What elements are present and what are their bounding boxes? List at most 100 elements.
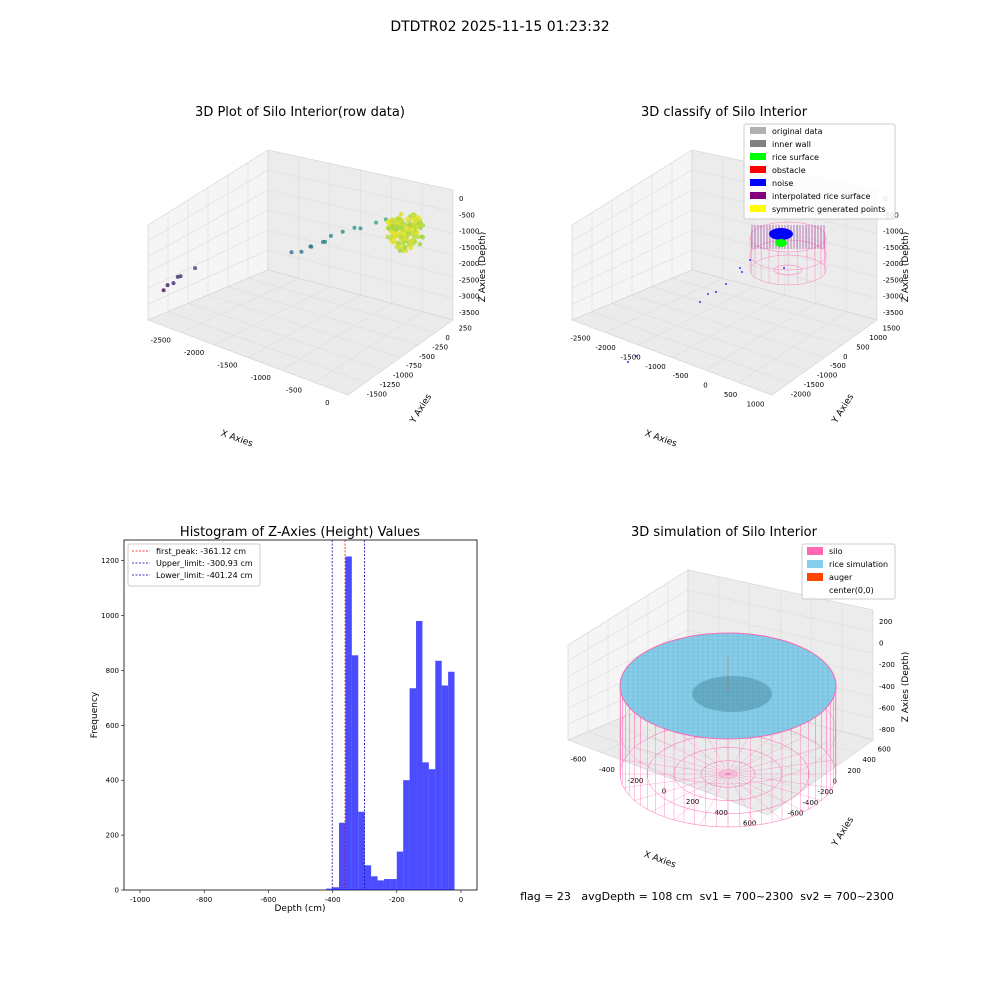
p1-ztick: -500 bbox=[459, 211, 475, 219]
p2-ytick: -2000 bbox=[791, 390, 811, 398]
histogram-legend-label: Lower_limit: -401.24 cm bbox=[156, 571, 253, 580]
p2-xtick: 0 bbox=[703, 382, 707, 390]
p1-ytick: 0 bbox=[445, 334, 449, 342]
p1-grid bbox=[267, 169, 454, 212]
histogram-legend-label: Upper_limit: -300.93 cm bbox=[156, 559, 253, 568]
p1-cluster-point bbox=[410, 232, 416, 237]
p1-cluster-point bbox=[398, 211, 404, 217]
simulation-legend-swatch bbox=[807, 573, 823, 581]
histogram-bar bbox=[326, 888, 333, 890]
p1-point bbox=[374, 220, 379, 225]
classify-legend-label: obstacle bbox=[772, 166, 806, 175]
histogram-xlabel: Depth (cm) bbox=[274, 904, 325, 914]
silo-floor-ring bbox=[719, 769, 737, 779]
p1-cluster-point bbox=[396, 244, 402, 249]
p4-ylabel: Y Axies bbox=[830, 815, 856, 849]
figure-title: DTDTR02 2025-11-15 01:23:32 bbox=[390, 19, 609, 35]
p1-cluster-point bbox=[401, 240, 406, 246]
classify-legend-label: noise bbox=[772, 179, 793, 188]
p1-cluster-point bbox=[401, 231, 407, 237]
p4-xtick: -600 bbox=[570, 755, 586, 763]
p1-cluster-point bbox=[414, 230, 420, 235]
histogram-xtick-label: 0 bbox=[459, 896, 463, 904]
p4-zlabel: Z Axies (Depth) bbox=[901, 652, 911, 723]
p4-xtick: 0 bbox=[662, 788, 666, 796]
p2-xtick: 500 bbox=[724, 391, 737, 399]
simulation-legend-label: center(0,0) bbox=[829, 586, 874, 595]
p1-xtick: -1500 bbox=[217, 361, 237, 369]
histogram-xtick-label: -800 bbox=[196, 896, 212, 904]
p2-xtick: -500 bbox=[673, 372, 689, 380]
panel-classify: 3D classify of Silo Interior -2500-2000-… bbox=[570, 105, 911, 450]
panel-simulation: 3D simulation of Silo Interior -600 -400 -… bbox=[567, 525, 911, 871]
p2-noise-point bbox=[783, 267, 785, 269]
rice-depression bbox=[692, 676, 772, 712]
p1-ztick: 0 bbox=[459, 195, 463, 203]
p1-cluster-point bbox=[409, 238, 414, 244]
histogram-legend: first_peak: -361.12 cm Upper_limit: -300.… bbox=[127, 543, 261, 587]
p1-ytick: -250 bbox=[432, 343, 448, 351]
p1-ytick: -500 bbox=[419, 353, 435, 361]
p1-cluster-point bbox=[405, 234, 410, 239]
p1-point bbox=[309, 244, 314, 249]
p4-ztick: -600 bbox=[879, 705, 895, 713]
p1-ytick: -1250 bbox=[380, 381, 400, 389]
p1-point bbox=[161, 288, 166, 293]
histogram-bar bbox=[345, 556, 352, 890]
p1-cluster-point bbox=[399, 225, 405, 231]
p1-cluster-point bbox=[407, 222, 413, 227]
p4-xtick: -200 bbox=[627, 777, 643, 785]
silo-floor-ring bbox=[673, 747, 783, 801]
histogram-bar bbox=[416, 620, 423, 890]
histogram-bar bbox=[435, 660, 442, 890]
p4-grid bbox=[734, 731, 843, 803]
classify-legend-label: original data bbox=[772, 127, 823, 136]
panel-raw-data: 3D Plot of Silo Interior(row data) -2500… bbox=[147, 105, 488, 450]
histogram-bar bbox=[422, 762, 429, 890]
p1-ztick: -3000 bbox=[459, 293, 479, 301]
p2-floor-ring bbox=[773, 264, 803, 276]
histogram-bar bbox=[383, 879, 391, 890]
p4-ztick: -400 bbox=[879, 683, 895, 691]
p2-ztick: -1000 bbox=[883, 228, 903, 236]
p2-xlabel: X Axies bbox=[643, 429, 678, 450]
histogram-bar bbox=[441, 685, 449, 890]
p4-ytick: 600 bbox=[878, 745, 891, 753]
p1-ztick: -2500 bbox=[459, 276, 479, 284]
p1-cluster-point bbox=[389, 229, 394, 235]
p4-xtick: 400 bbox=[714, 809, 727, 817]
p1-ytick: -1500 bbox=[367, 390, 387, 398]
p2-noise-point bbox=[739, 267, 741, 269]
histogram-bar bbox=[371, 876, 378, 890]
p2-grid bbox=[738, 311, 847, 383]
histogram-ytick-label: 1200 bbox=[101, 557, 119, 565]
histogram-legend-label: first_peak: -361.12 cm bbox=[156, 547, 246, 556]
histogram-ylabel: Frequency bbox=[90, 691, 100, 738]
p1-grid bbox=[314, 311, 423, 383]
p1-zlabel: Z Axies (Depth) bbox=[478, 232, 488, 303]
histogram-ytick-label: 400 bbox=[106, 777, 119, 785]
p1-ztick: -3500 bbox=[459, 309, 479, 317]
p2-ytick: 500 bbox=[856, 343, 869, 351]
histogram-title: Histogram of Z-Axies (Height) Values bbox=[180, 525, 420, 540]
p1-cluster-point bbox=[393, 227, 399, 232]
p2-ztick: -2500 bbox=[883, 276, 903, 284]
p1-cluster-point bbox=[412, 220, 417, 226]
panel-raw-title: 3D Plot of Silo Interior(row data) bbox=[195, 105, 405, 120]
p2-ytick: -1000 bbox=[817, 372, 837, 380]
p2-xtick: -2000 bbox=[595, 344, 615, 352]
classify-legend-label: symmetric generated points bbox=[772, 205, 885, 214]
p4-xlabel: X Axies bbox=[642, 850, 677, 871]
classify-legend-swatch bbox=[750, 153, 766, 160]
histogram-xtick-label: -1000 bbox=[130, 896, 150, 904]
classify-legend-label: rice surface bbox=[772, 153, 819, 162]
p2-xtick: -2500 bbox=[570, 335, 590, 343]
p4-ytick: -600 bbox=[788, 810, 804, 818]
p1-ztick: -1500 bbox=[459, 244, 479, 252]
p1-cluster-point bbox=[410, 227, 415, 232]
p1-point bbox=[340, 229, 345, 234]
p2-noise-point bbox=[725, 283, 727, 285]
p1-ytick: -1000 bbox=[393, 372, 413, 380]
p1-cluster-point bbox=[403, 222, 409, 228]
